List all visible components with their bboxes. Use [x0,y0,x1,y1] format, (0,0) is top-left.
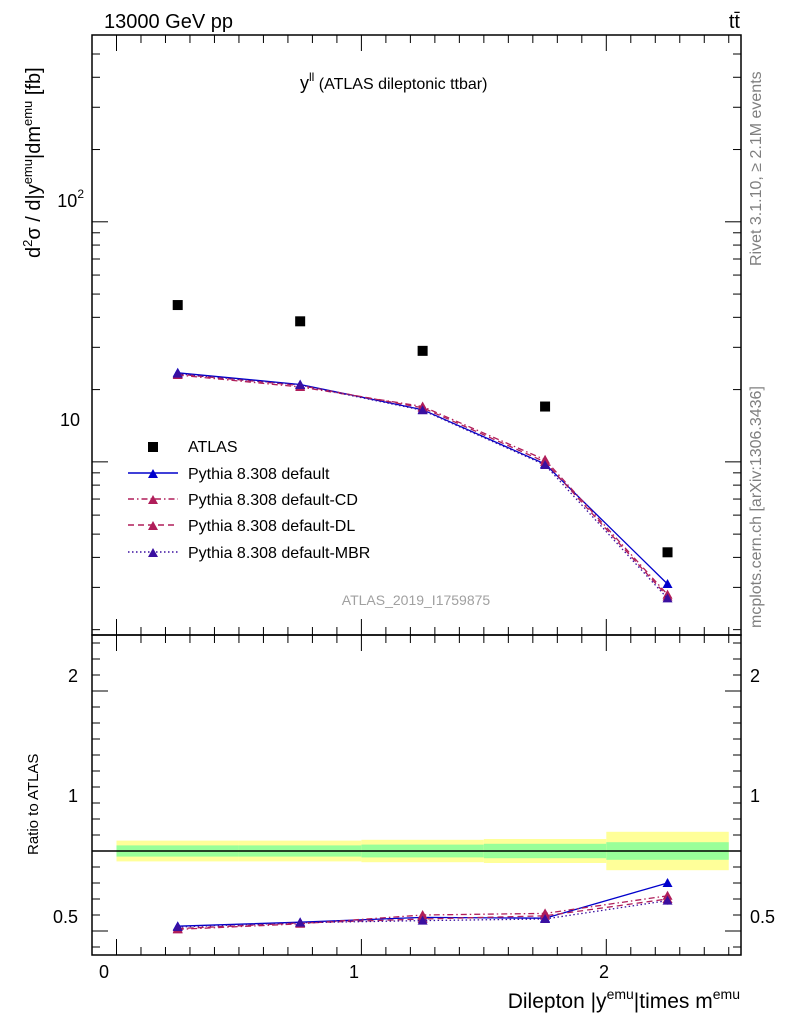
process-label: tt̄ [729,11,741,33]
series-line-dl [177,373,668,597]
legend-entry-dl: Pythia 8.308 default-DL [128,518,355,535]
marker-mbr-4 [662,593,673,603]
legend-label-atlas: ATLAS [188,439,238,456]
legend-label-cd: Pythia 8.308 default-CD [188,492,358,509]
energy-label: 13000 GeV pp [104,11,233,33]
main-series-layer [172,300,673,603]
ratio-y-tick-label-2-right: 2 [750,666,760,686]
legend: ATLAS Pythia 8.308 default Pythia 8.308 … [128,439,370,562]
ratio-y-tick-label-1-left: 1 [68,786,78,806]
legend-label-mbr: Pythia 8.308 default-MBR [188,545,370,562]
ratio-y-tick-label-1-right: 1 [750,786,760,806]
rivet-label: Rivet 3.1.10, ≥ 2.1M events [748,71,765,266]
marker-mbr-0 [172,368,183,378]
plot-title: yll (ATLAS dileptonic ttbar) [300,70,487,93]
legend-label-dl: Pythia 8.308 default-DL [188,518,355,535]
x-axis-label: Dilepton |yemu|times memu [508,986,740,1013]
data-point-atlas-4 [662,547,673,558]
legend-entry-cd: Pythia 8.308 default-CD [128,492,358,509]
ratio-series-layer [172,878,673,934]
main-panel: yll (ATLAS dileptonic ttbar) 102 10 d2σ … [20,34,742,636]
data-point-atlas-0 [172,300,183,311]
main-y-axis-label: d2σ / d|yemu|dmemu [fb] [20,67,45,258]
x-tick-label-0: 0 [99,962,109,982]
ratio-marker-mbr-4 [662,895,673,905]
legend-entry-mbr: Pythia 8.308 default-MBR [128,545,370,562]
x-tick-label-1: 1 [349,962,359,982]
ratio-marker-mbr-0 [172,922,183,931]
y-tick-label-10: 10 [60,410,80,430]
ratio-marker-mbr-3 [540,914,551,923]
legend-entry-default: Pythia 8.308 default [128,466,330,483]
ratio-y-tick-label-2-left: 2 [68,666,78,686]
ratio-y-tick-label-05-right: 0.5 [750,907,775,927]
legend-entry-atlas: ATLAS [148,439,238,456]
ratio-marker-mbr-1 [295,917,306,927]
data-point-atlas-2 [417,345,428,356]
x-tick-label-2: 2 [599,962,609,982]
marker-mbr-1 [295,380,306,390]
main-axis-ticks [91,34,741,635]
ratio-marker-default-4 [662,878,673,887]
marker-default-4 [662,578,673,588]
ratio-y-tick-label-05-left: 0.5 [53,907,78,927]
data-point-atlas-1 [295,316,306,327]
marker-mbr-2 [417,405,428,415]
ratio-plot-frame [91,634,742,956]
ratio-y-axis-label: Ratio to ATLAS [25,754,42,855]
data-point-atlas-3 [540,401,551,412]
y-tick-label-100: 102 [57,187,84,211]
legend-label-default: Pythia 8.308 default [188,466,330,483]
ratio-uncertainty-bands [92,831,741,871]
ratio-axis-ticks [91,635,741,955]
mcplots-label: mcplots.cern.ch [arXiv:1306.3436] [748,386,765,628]
marker-mbr-3 [540,460,551,470]
ratio-marker-mbr-2 [417,915,428,925]
ratio-panel: 2 1 0.5 2 1 0.5 Ratio to ATLAS 0 1 2 Dil… [25,634,775,1013]
analysis-watermark: ATLAS_2019_I1759875 [342,592,491,608]
